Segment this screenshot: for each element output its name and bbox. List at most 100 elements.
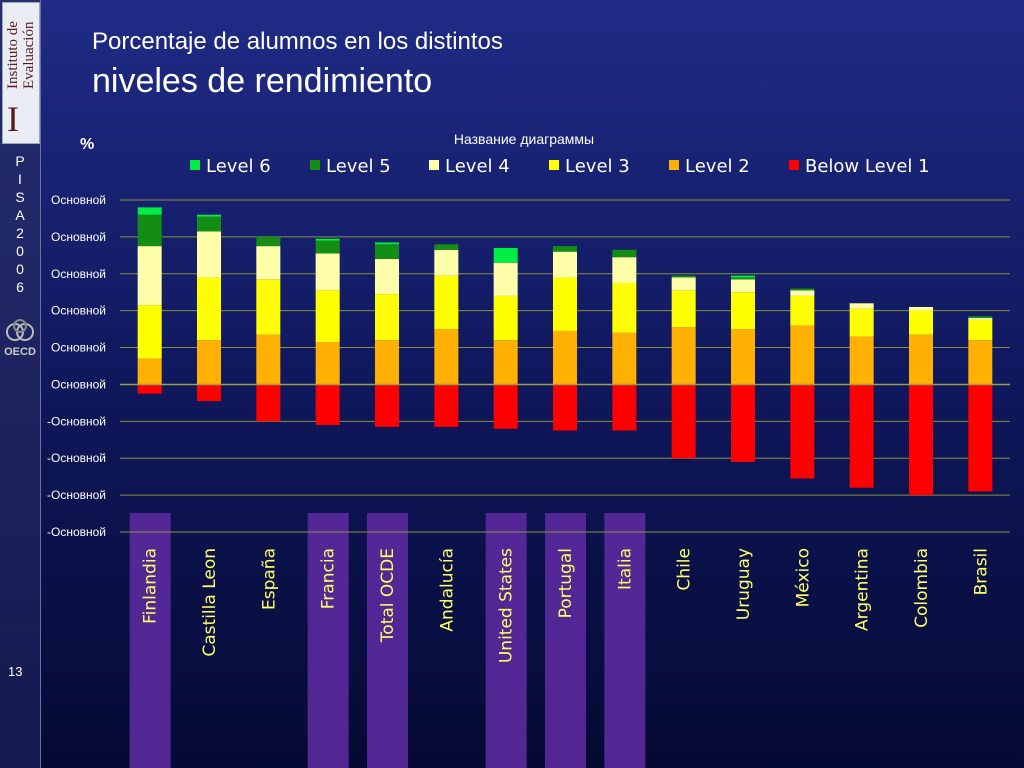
- bar-segment: [909, 334, 933, 385]
- pisa-label: P I S A 2 0 0 6: [15, 153, 25, 295]
- bar-segment: [671, 327, 696, 385]
- legend-label: Level 5: [326, 156, 391, 177]
- instituto-evaluacion-logo: Instituto de Evaluación I: [2, 2, 40, 144]
- category-label: Uruguay: [734, 548, 754, 620]
- bar-segment: [137, 207, 162, 215]
- bar-segment: [375, 294, 399, 341]
- bar-segment: [315, 238, 340, 241]
- bar-segment: [256, 334, 281, 385]
- category-highlight-band: [545, 513, 586, 768]
- category-label: Total OCDE: [378, 548, 398, 643]
- category-highlight-band: [307, 513, 349, 768]
- bar-segment: [671, 277, 696, 291]
- logo-letter-icon: I: [7, 99, 19, 139]
- category-label: Francia: [319, 548, 339, 609]
- category-highlight-band: [485, 513, 527, 768]
- legend-label: Level 4: [445, 156, 510, 177]
- legend-label: Level 3: [565, 156, 630, 177]
- bar-segment: [849, 384, 874, 488]
- bar-segment: [315, 253, 340, 291]
- bar-segment: [375, 242, 399, 245]
- bar-segment: [197, 214, 221, 217]
- bar-segment: [612, 249, 637, 258]
- bar-segment: [731, 275, 755, 278]
- y-tick-label: Основной: [51, 377, 106, 391]
- category-label: United States: [497, 548, 517, 663]
- bar-segment: [612, 257, 637, 283]
- bar-segment: [553, 384, 577, 431]
- bar-segment: [493, 247, 518, 263]
- category-label: Italia: [615, 548, 635, 590]
- bar-segment: [434, 384, 459, 427]
- page-number: 13: [8, 664, 23, 679]
- y-tick-label: Основной: [51, 341, 106, 355]
- slide-title-line1: Porcentaje de alumnos en los distintos: [92, 28, 503, 55]
- bar-segment: [256, 384, 281, 422]
- bar-segment: [731, 277, 755, 280]
- bar-segment: [256, 236, 281, 247]
- bar-segment: [137, 214, 162, 247]
- bar-segment: [671, 275, 696, 278]
- bar-segment: [137, 305, 162, 359]
- legend-swatch: [310, 160, 320, 170]
- sidebar: Instituto de Evaluación I P I S A 2 0 0 …: [0, 0, 41, 768]
- category-label: Castilla Leon: [200, 548, 220, 657]
- y-tick-label: -Основной: [47, 525, 106, 539]
- bar-segment: [137, 384, 162, 394]
- bar-segment: [197, 340, 221, 385]
- y-tick-label: -Основной: [47, 488, 106, 502]
- bar-segment: [909, 306, 933, 311]
- category-label: Argentina: [853, 548, 873, 631]
- bar-segment: [553, 330, 577, 385]
- bar-segment: [434, 275, 459, 330]
- bar-segment: [849, 308, 874, 337]
- category-label: Brasil: [971, 548, 991, 595]
- bar-segment: [731, 292, 755, 330]
- bar-segment: [968, 318, 993, 320]
- bar-segment: [671, 384, 696, 459]
- legend-label: Level 2: [685, 156, 750, 177]
- bar-segment: [315, 240, 340, 254]
- bar-segment: [909, 384, 933, 496]
- bar-segment: [375, 244, 399, 260]
- bar-segment: [731, 279, 755, 293]
- y-axis-label: %: [80, 136, 94, 153]
- bar-segment: [197, 277, 221, 341]
- bar-segment: [612, 283, 637, 333]
- category-label: Chile: [675, 548, 695, 591]
- bar-segment: [375, 340, 399, 385]
- bar-segment: [553, 277, 577, 331]
- bar-segment: [968, 319, 993, 341]
- bar-segment: [909, 310, 933, 335]
- bar-segment: [493, 262, 518, 296]
- category-highlight-band: [129, 513, 171, 768]
- bar-segment: [197, 384, 221, 402]
- category-highlight-band: [367, 513, 408, 768]
- bar-segment: [671, 290, 696, 328]
- legend-swatch: [190, 160, 200, 170]
- category-label: Andalucía: [437, 548, 457, 632]
- bar-segment: [790, 325, 815, 385]
- y-tick-label: -Основной: [47, 451, 106, 465]
- bar-segment: [137, 358, 162, 385]
- bar-segment: [256, 279, 281, 335]
- bar-segment: [315, 384, 340, 426]
- legend-swatch: [669, 160, 679, 170]
- bar-segment: [375, 259, 399, 295]
- bar-segment: [790, 295, 815, 326]
- legend-label: Below Level 1: [805, 156, 930, 177]
- y-tick-label: Основной: [51, 304, 106, 318]
- bar-segment: [493, 340, 518, 385]
- y-tick-label: -Основной: [47, 414, 106, 428]
- bar-segment: [849, 336, 874, 385]
- bar-segment: [790, 290, 815, 296]
- bar-segment: [256, 246, 281, 280]
- bar-segment: [197, 216, 221, 232]
- y-tick-label: Основной: [51, 267, 106, 281]
- category-label: España: [259, 548, 279, 610]
- bar-segment: [790, 384, 815, 479]
- y-tick-label: Основной: [51, 230, 106, 244]
- bar-segment: [731, 384, 755, 462]
- bar-segment: [612, 384, 637, 431]
